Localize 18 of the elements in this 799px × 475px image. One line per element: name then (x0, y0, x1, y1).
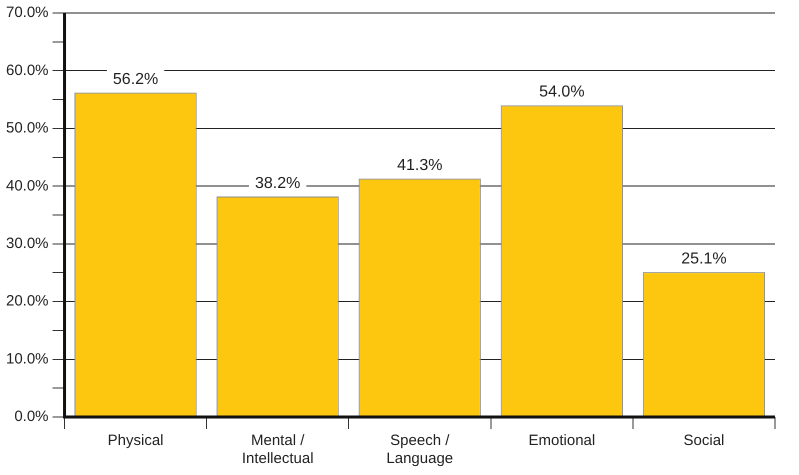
y-tick-label: 70.0% (6, 4, 49, 22)
x-tick-label: Physical (108, 432, 164, 450)
y-tick-label: 20.0% (6, 292, 49, 310)
x-tick-label: Social (684, 432, 724, 450)
data-label: 56.2% (112, 71, 158, 88)
y-tick-label: 10.0% (6, 350, 49, 368)
y-tick-label: 40.0% (6, 177, 49, 194)
y-tick-label: 0.0% (14, 408, 49, 426)
x-tick-label: Speech / Language (386, 432, 454, 468)
y-tick-label: 50.0% (6, 120, 49, 137)
x-tick-label: Emotional (528, 432, 596, 450)
x-tick-label: Mental / Intellectual (242, 432, 314, 468)
y-tick-label: 30.0% (6, 235, 49, 252)
data-label: 41.3% (397, 157, 442, 174)
data-label: 38.2% (254, 174, 300, 192)
data-label: 54.0% (539, 84, 585, 101)
data-label: 25.1% (681, 250, 727, 268)
y-tick-label: 60.0% (6, 62, 49, 79)
